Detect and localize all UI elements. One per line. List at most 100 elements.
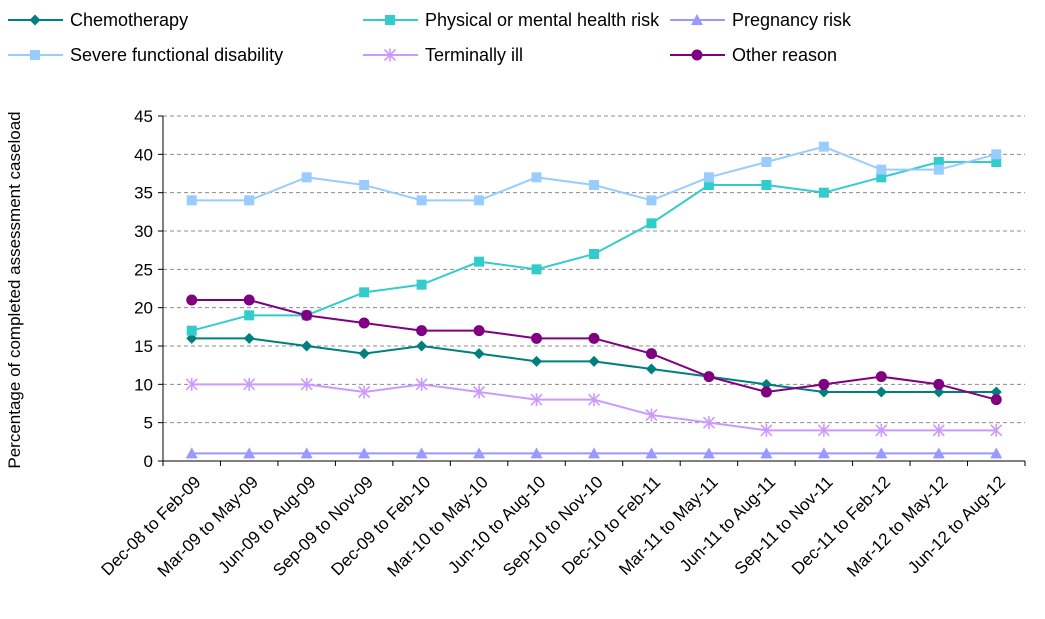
legend-item: Physical or mental health risk <box>363 10 660 30</box>
data-point <box>358 348 370 360</box>
data-point <box>474 195 485 206</box>
data-point <box>875 447 888 459</box>
data-point <box>932 423 945 437</box>
data-point <box>817 447 830 459</box>
data-point <box>932 447 945 459</box>
data-point <box>416 195 427 206</box>
data-point <box>876 164 887 175</box>
data-point <box>416 279 427 290</box>
legend-label: Pregnancy risk <box>732 10 852 30</box>
series-physical-or-mental-health-risk <box>186 157 1002 336</box>
legend-item: Severe functional disability <box>8 45 283 65</box>
x-tick-label: Mar-11 to May-11 <box>615 472 722 579</box>
data-point <box>991 157 1002 167</box>
data-point <box>587 393 601 407</box>
series-terminally-ill <box>185 377 1003 437</box>
data-point <box>588 447 600 459</box>
y-tick-label: 40 <box>134 145 153 164</box>
legend-item: Pregnancy risk <box>670 10 852 30</box>
data-point <box>876 172 887 183</box>
data-point <box>359 180 370 190</box>
y-tick-label: 20 <box>134 299 153 318</box>
data-point <box>473 325 485 337</box>
data-point <box>416 325 428 337</box>
x-tick-label: Dec-09 to Feb-10 <box>327 472 434 579</box>
x-tick-label: Jun-12 to Aug-12 <box>904 472 1009 577</box>
data-point <box>817 423 830 437</box>
data-point <box>760 447 773 459</box>
data-point <box>359 287 370 298</box>
y-tick-label: 15 <box>134 337 153 356</box>
x-tick-label: Mar-09 to May-09 <box>154 472 262 580</box>
data-point <box>185 447 198 459</box>
data-point <box>301 309 313 321</box>
data-point <box>243 447 256 459</box>
data-point <box>760 423 773 437</box>
data-point <box>531 355 543 367</box>
data-point <box>691 49 703 61</box>
data-point <box>933 386 945 398</box>
data-point <box>531 332 543 344</box>
data-point <box>991 149 1002 160</box>
legend-label: Chemotherapy <box>70 10 188 30</box>
y-tick-label: 35 <box>134 184 153 203</box>
data-point <box>244 195 255 206</box>
data-point <box>358 385 371 399</box>
legend-label: Terminally ill <box>425 45 523 65</box>
data-point <box>186 195 197 206</box>
y-tick-label: 5 <box>144 414 153 433</box>
y-tick-label: 10 <box>134 375 153 394</box>
data-point <box>29 14 41 26</box>
y-tick-label: 25 <box>134 260 153 279</box>
data-point <box>415 447 428 459</box>
data-point <box>186 325 197 336</box>
series-pregnancy-risk <box>185 447 1003 459</box>
data-point <box>875 386 887 398</box>
data-point <box>589 249 599 259</box>
data-point <box>589 180 599 190</box>
data-point <box>300 447 313 459</box>
data-point <box>818 187 829 198</box>
series-other-reason <box>186 294 1002 406</box>
data-point <box>646 218 657 229</box>
data-point <box>990 423 1003 437</box>
data-point <box>416 340 428 352</box>
data-point <box>703 371 715 383</box>
chart-legend: Chemotherapy Physical or mental health ri… <box>8 10 852 65</box>
data-point <box>301 172 312 183</box>
legend-item: Chemotherapy <box>8 10 188 30</box>
data-point <box>243 332 255 344</box>
data-point <box>703 180 714 190</box>
data-point <box>761 180 772 190</box>
data-point <box>531 264 542 275</box>
data-point <box>990 394 1002 406</box>
legend-label: Severe functional disability <box>70 45 283 65</box>
data-point <box>933 378 945 390</box>
data-point <box>990 386 1002 398</box>
x-tick-label: Jun-10 to Aug-10 <box>444 472 549 577</box>
data-point <box>703 172 714 183</box>
data-point <box>415 377 428 391</box>
gridlines <box>163 115 1025 424</box>
legend-item: Other reason <box>670 45 837 65</box>
data-point <box>818 378 830 390</box>
data-point <box>818 141 829 152</box>
y-tick-label: 45 <box>134 107 153 126</box>
data-point <box>702 416 715 430</box>
data-point <box>473 385 486 399</box>
data-point <box>702 447 715 459</box>
x-tick-label: Dec-10 to Feb-11 <box>558 472 664 578</box>
data-point <box>300 377 313 391</box>
data-point <box>645 363 657 375</box>
x-tick-label: Dec-11 to Feb-12 <box>788 472 894 578</box>
data-point <box>875 371 887 383</box>
data-point <box>243 294 255 306</box>
x-tick-label: Jun-09 to Aug-09 <box>215 472 320 577</box>
legend-label: Other reason <box>732 45 837 65</box>
data-point <box>383 48 397 62</box>
data-point <box>473 348 485 360</box>
legend-label: Physical or mental health risk <box>425 10 660 30</box>
data-point <box>990 447 1003 459</box>
data-point <box>761 157 772 167</box>
